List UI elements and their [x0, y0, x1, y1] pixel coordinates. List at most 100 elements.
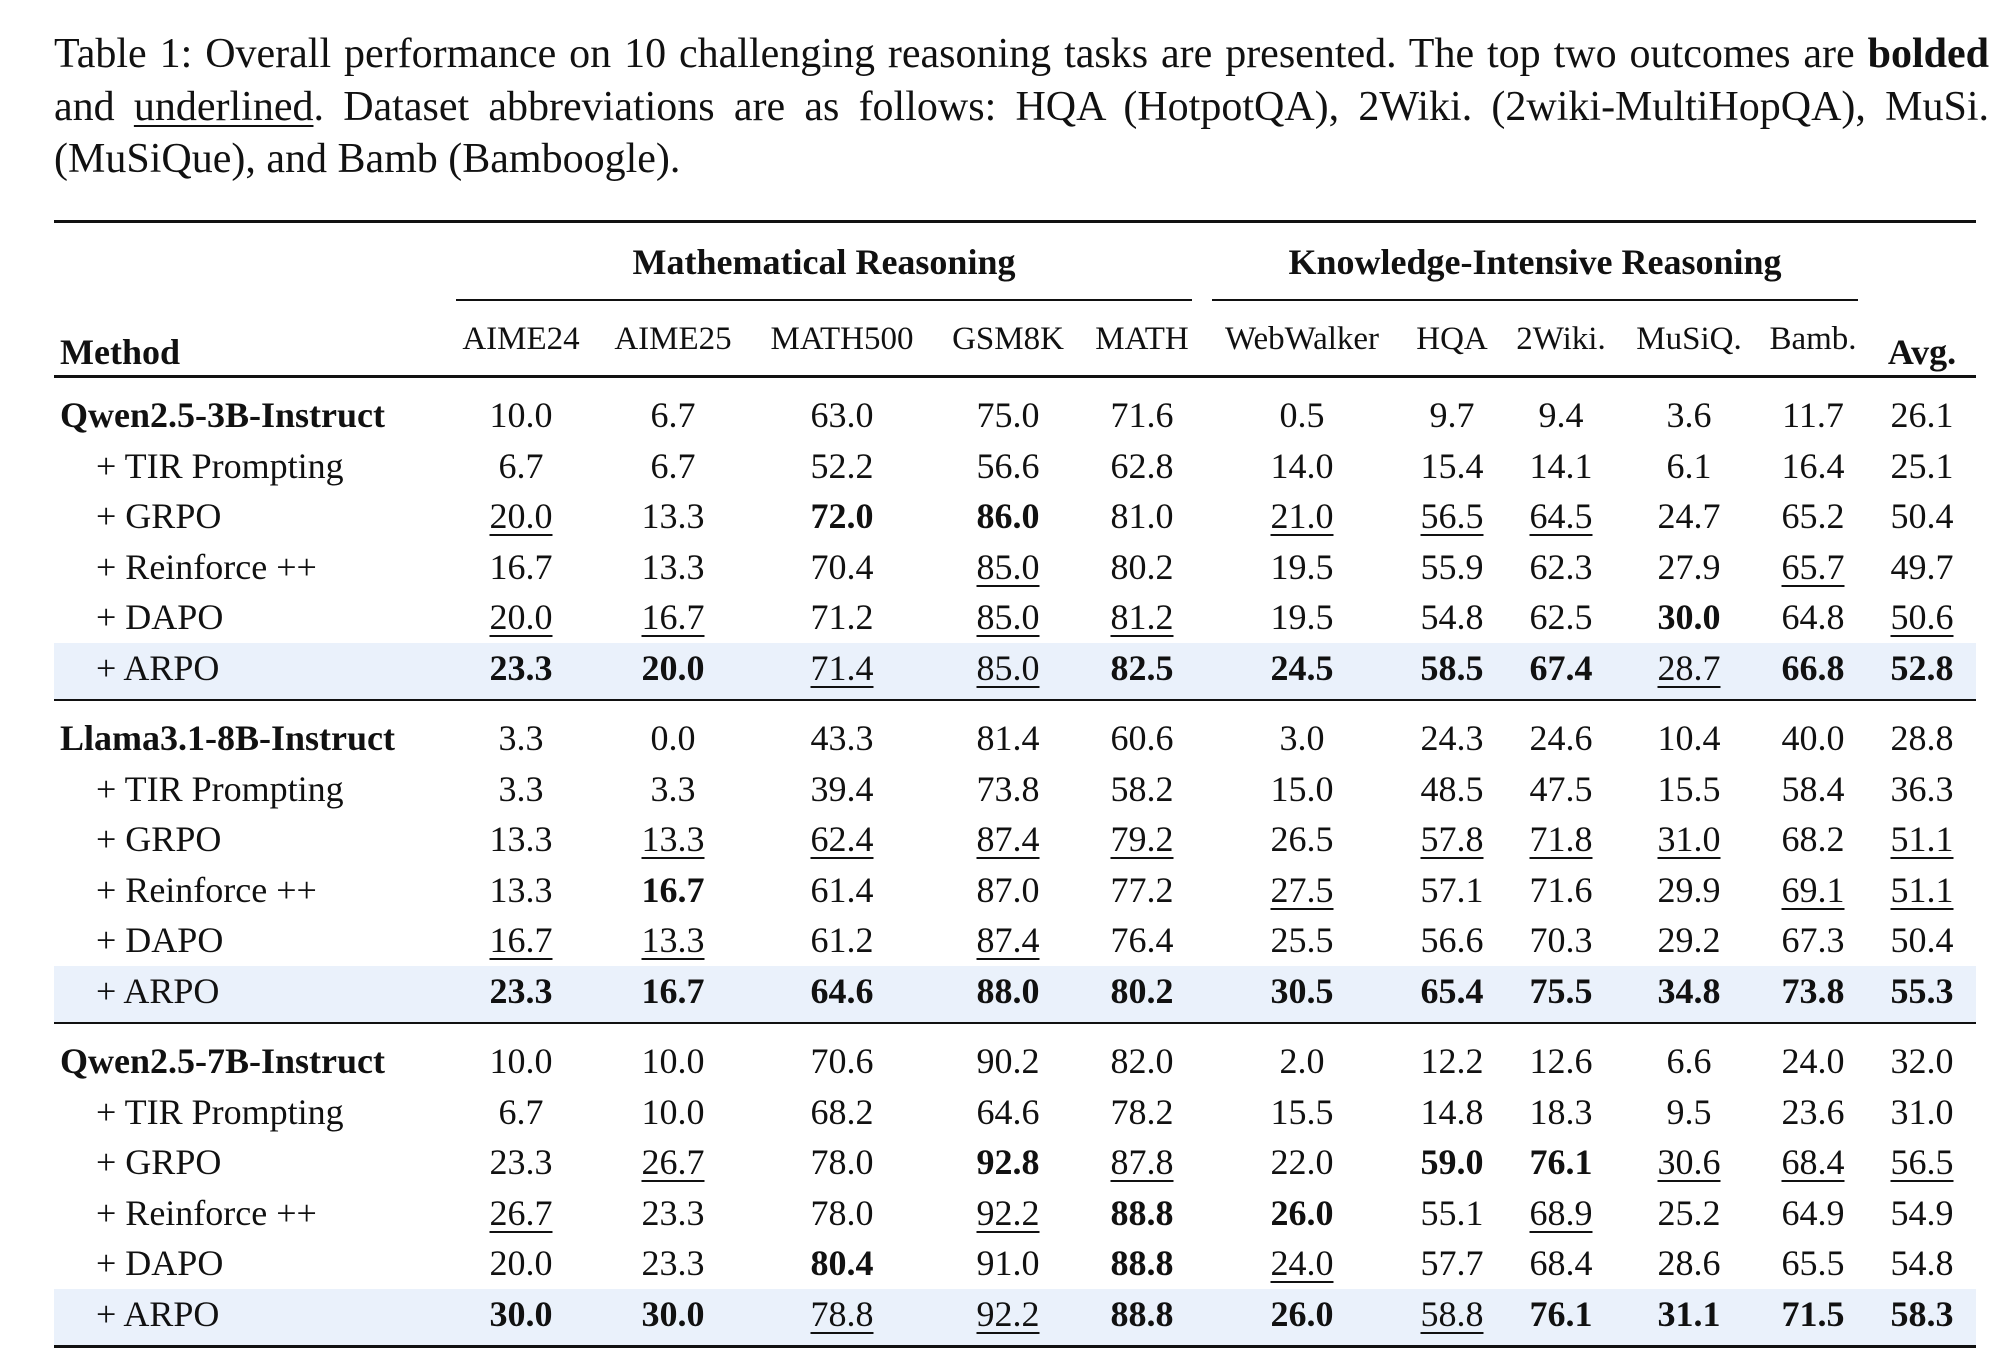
cell-value: 78.0 — [810, 1142, 874, 1183]
cell-value: 6.6 — [1666, 1041, 1712, 1082]
table-row: + ARPO 23.3 20.0 71.4 85.0 82.5 24.5 58.5 67.4 28… — [54, 642, 1976, 700]
cell-value: 50.4 — [1890, 920, 1954, 961]
cell-value: 78.8 — [810, 1293, 874, 1334]
table-cell: 15.5 — [1620, 764, 1758, 815]
cell-value: 13.3 — [489, 869, 553, 910]
cell-value: 65.5 — [1781, 1243, 1845, 1284]
table-cell: 70.4 — [750, 542, 934, 593]
cell-value: 24.5 — [1270, 647, 1334, 688]
table-cell: 30.5 — [1202, 965, 1402, 1023]
table-cell: 27.5 — [1202, 865, 1402, 916]
cell-value: 10.4 — [1657, 718, 1721, 759]
cell-value: 25.5 — [1270, 920, 1334, 961]
cell-value: 6.7 — [650, 395, 696, 436]
cell-value: 14.8 — [1420, 1091, 1484, 1132]
table-cell: 6.7 — [596, 378, 750, 441]
cell-value: 10.0 — [641, 1041, 705, 1082]
table-cell: 24.6 — [1502, 701, 1620, 764]
table-cell: 62.5 — [1502, 592, 1620, 643]
table-cell: 81.2 — [1082, 592, 1202, 643]
cell-value: 23.3 — [489, 970, 553, 1011]
table-cell: 71.6 — [1082, 378, 1202, 441]
table-row: + Reinforce ++ 13.3 16.7 61.4 87.0 77.2 27.5 57… — [54, 865, 1976, 916]
method-name: + TIR Prompting — [96, 1091, 344, 1132]
cell-value: 43.3 — [810, 718, 874, 759]
cell-value: 29.2 — [1657, 920, 1721, 961]
table-cell: 65.2 — [1758, 491, 1868, 542]
cell-value: 0.0 — [650, 718, 696, 759]
cell-value: 22.0 — [1270, 1142, 1334, 1183]
table-cell: 70.6 — [750, 1024, 934, 1087]
cell-value: 77.2 — [1110, 869, 1174, 910]
table-cell: 13.3 — [446, 814, 596, 865]
cell-value: 16.7 — [641, 970, 705, 1011]
cell-value: 70.6 — [810, 1041, 874, 1082]
cell-value: 6.1 — [1666, 445, 1712, 486]
table-cell: 24.5 — [1202, 642, 1402, 700]
cell-value: 85.0 — [976, 546, 1040, 587]
table-row: + GRPO 13.3 13.3 62.4 87.4 79.2 26.5 57.8 71.8 31… — [54, 814, 1976, 865]
table-cell: 62.4 — [750, 814, 934, 865]
cell-value: 20.0 — [489, 597, 553, 638]
knowledge-group-label: Knowledge-Intensive Reasoning — [1288, 242, 1782, 282]
table-cell: 16.7 — [596, 865, 750, 916]
cell-value: 2.0 — [1279, 1041, 1325, 1082]
cell-value: 23.3 — [641, 1243, 705, 1284]
cell-value: 65.7 — [1781, 546, 1845, 587]
cell-value: 68.2 — [810, 1091, 874, 1132]
table-cell: 43.3 — [750, 701, 934, 764]
cell-value: 56.6 — [1420, 920, 1484, 961]
table-cell: 76.1 — [1502, 1137, 1620, 1188]
table-cell: 59.0 — [1402, 1137, 1502, 1188]
table-cell: 68.4 — [1502, 1238, 1620, 1289]
base-model-name: Qwen2.5-3B-Instruct — [60, 395, 385, 436]
table-cell: 25.5 — [1202, 915, 1402, 966]
table-cell: 13.3 — [446, 865, 596, 916]
table-cell: 50.4 — [1868, 915, 1976, 966]
table-cell: 68.4 — [1758, 1137, 1868, 1188]
table-cell: 58.2 — [1082, 764, 1202, 815]
cell-value: 56.6 — [976, 445, 1040, 486]
table-cell: 82.5 — [1082, 642, 1202, 700]
table-cell: 3.3 — [446, 701, 596, 764]
table-cell: 72.0 — [750, 491, 934, 542]
table-cell: 27.9 — [1620, 542, 1758, 593]
table-cell: 87.0 — [934, 865, 1082, 916]
method-name: + Reinforce ++ — [96, 1192, 317, 1233]
table-cell: 75.5 — [1502, 965, 1620, 1023]
cell-value: 56.5 — [1420, 496, 1484, 537]
cell-value: 16.7 — [489, 920, 553, 961]
cell-value: 62.4 — [810, 819, 874, 860]
cell-value: 27.5 — [1270, 869, 1334, 910]
cell-value: 56.5 — [1890, 1142, 1954, 1183]
table-cell: 25.2 — [1620, 1188, 1758, 1239]
cell-value: 30.6 — [1657, 1142, 1721, 1183]
table-cell: 21.0 — [1202, 491, 1402, 542]
cell-value: 20.0 — [489, 496, 553, 537]
method-name: + DAPO — [96, 920, 224, 961]
cell-value: 81.2 — [1110, 597, 1174, 638]
caption-underlined-word: underlined — [133, 83, 314, 130]
table-cell: 20.0 — [446, 1238, 596, 1289]
cell-value: 31.0 — [1657, 819, 1721, 860]
cell-value: 73.8 — [976, 768, 1040, 809]
cell-value: 16.7 — [489, 546, 553, 587]
table-cell: 12.6 — [1502, 1024, 1620, 1087]
cell-value: 63.0 — [810, 395, 874, 436]
table-cell: 57.7 — [1402, 1238, 1502, 1289]
cell-value: 30.0 — [1657, 597, 1721, 638]
cell-value: 16.4 — [1781, 445, 1845, 486]
cell-value: 64.5 — [1529, 496, 1593, 537]
cell-value: 60.6 — [1110, 718, 1174, 759]
table-cell: 30.6 — [1620, 1137, 1758, 1188]
table-cell: 36.3 — [1868, 764, 1976, 815]
math-group-underline — [456, 299, 1192, 301]
method-name: + DAPO — [96, 1243, 224, 1284]
table-cell: 13.3 — [596, 491, 750, 542]
table-cell: 88.8 — [1082, 1288, 1202, 1347]
cell-value: 29.9 — [1657, 869, 1721, 910]
table-cell: 73.8 — [1758, 965, 1868, 1023]
column-header-math500: MATH500 — [770, 320, 914, 357]
table-cell: 26.5 — [1202, 814, 1402, 865]
table-cell: 55.3 — [1868, 965, 1976, 1023]
